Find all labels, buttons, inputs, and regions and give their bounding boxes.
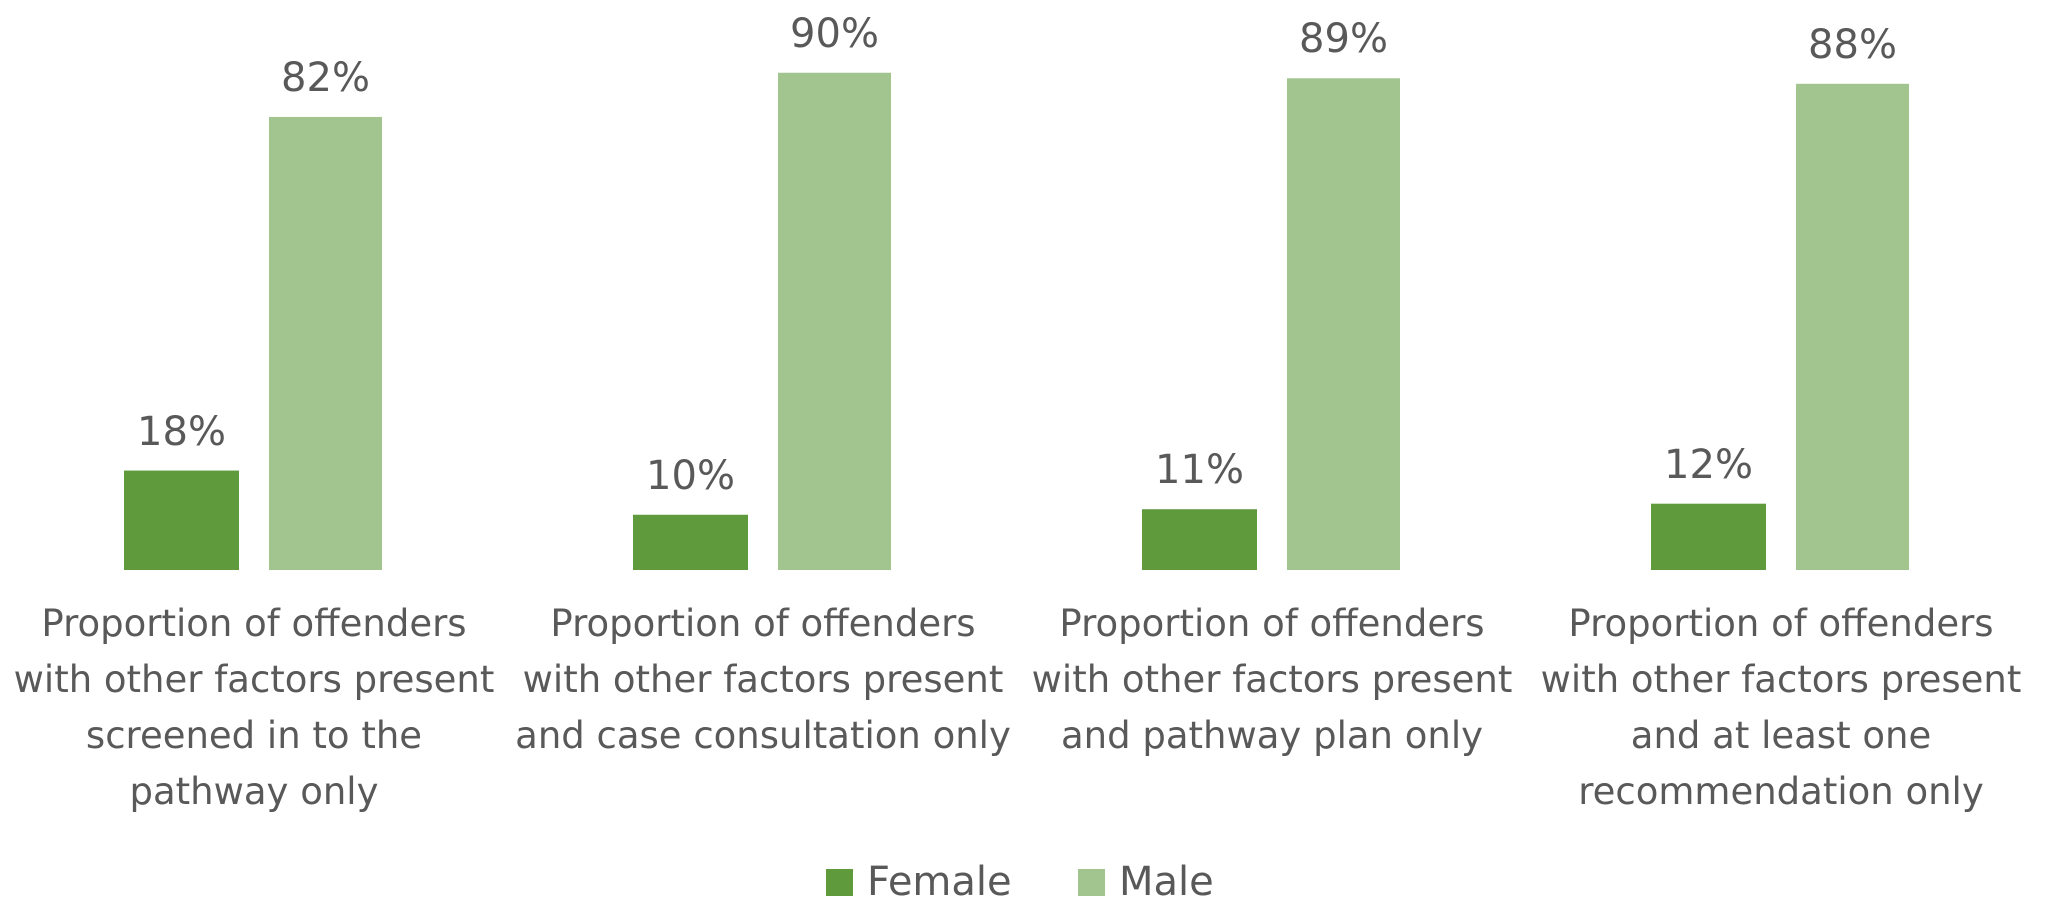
data-label: 18%	[137, 408, 226, 455]
x-tick-label: Proportion of offenders with other facto…	[13, 602, 495, 813]
x-tick-label: Proportion of offenders with other facto…	[515, 602, 1011, 757]
legend-label: Female	[867, 859, 1012, 900]
bar	[1651, 503, 1766, 570]
bar	[1142, 509, 1257, 570]
bar	[633, 514, 748, 570]
legend-swatch	[1078, 868, 1105, 896]
x-tick-label: Proportion of offenders with other facto…	[1031, 602, 1513, 757]
data-label: 89%	[1299, 16, 1388, 63]
x-tick-label: Proportion of offenders with other facto…	[1540, 602, 2022, 813]
data-label: 10%	[646, 452, 735, 499]
bar	[124, 470, 239, 570]
data-label: 11%	[1155, 447, 1244, 494]
legend-swatch	[826, 868, 853, 896]
bar	[1287, 78, 1400, 571]
data-label: 82%	[281, 54, 370, 101]
data-label: 88%	[1808, 21, 1897, 68]
legend-entry: Female	[826, 858, 1012, 900]
bar	[778, 72, 891, 570]
data-label: 12%	[1664, 441, 1753, 488]
bar	[1796, 83, 1909, 571]
bar	[269, 116, 382, 570]
legend-entry: Male	[1078, 858, 1214, 900]
legend-label: Male	[1119, 859, 1214, 900]
data-label: 90%	[790, 10, 879, 57]
